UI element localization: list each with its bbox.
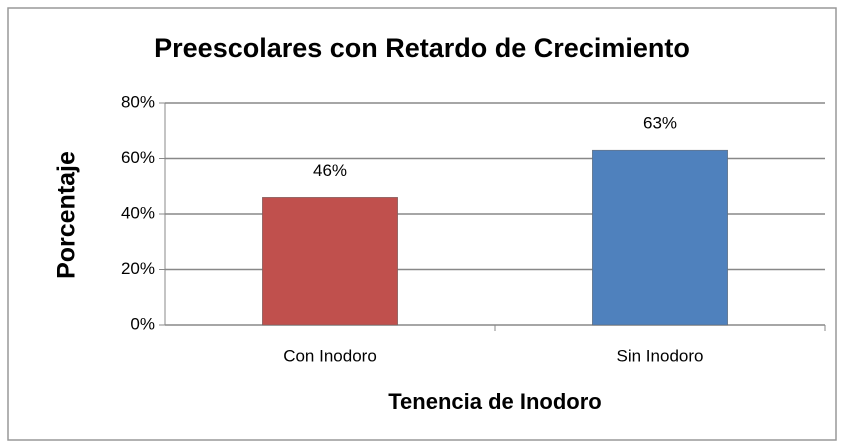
y-tick-label: 0% bbox=[130, 314, 155, 333]
data-label: 63% bbox=[643, 114, 677, 133]
chart-title: Preescolares con Retardo de Crecimiento bbox=[154, 33, 690, 63]
y-tick-label: 80% bbox=[121, 92, 155, 111]
x-tick-label: Sin Inodoro bbox=[617, 346, 704, 365]
bar bbox=[592, 149, 728, 326]
x-axis-label: Tenencia de Inodoro bbox=[388, 389, 602, 414]
y-axis-label: Porcentaje bbox=[53, 151, 81, 279]
y-tick-label: 20% bbox=[121, 259, 155, 278]
x-tick-label: Con Inodoro bbox=[283, 346, 377, 365]
y-tick-label: 40% bbox=[121, 203, 155, 222]
y-tick-label: 60% bbox=[121, 148, 155, 167]
bar bbox=[262, 197, 398, 326]
data-label: 46% bbox=[313, 161, 347, 180]
